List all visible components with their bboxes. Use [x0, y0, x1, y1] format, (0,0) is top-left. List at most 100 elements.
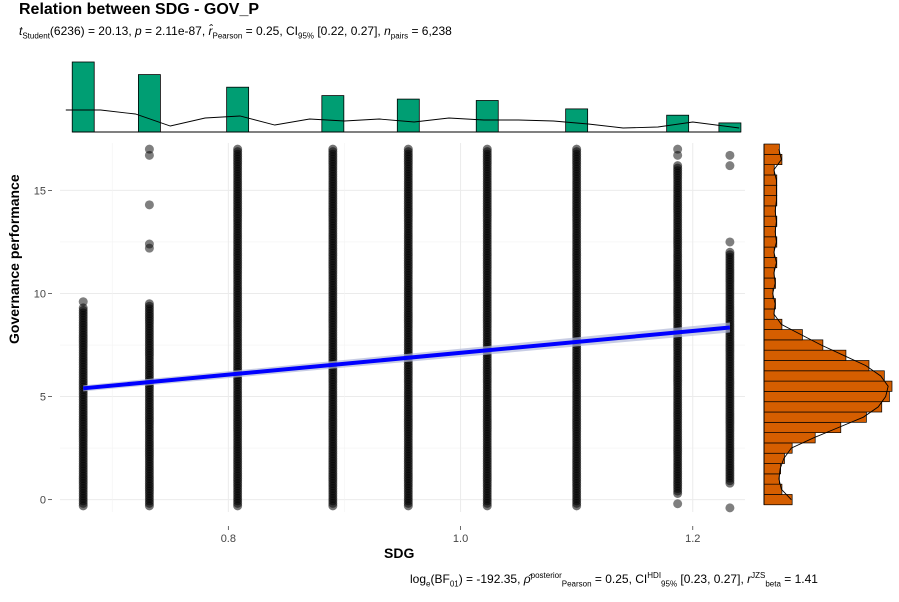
subtitle-r-val: = 0.25, CI: [242, 24, 298, 38]
side-histogram-bar: [763, 452, 785, 464]
caption-ci-val: [0.23, 0.27],: [677, 572, 748, 586]
grid: [60, 143, 745, 512]
top-histogram-bar: [71, 61, 95, 133]
scatter-points: [78, 144, 735, 513]
side-histogram-bar: [763, 298, 776, 310]
side-histogram-bar: [763, 391, 890, 403]
y-tick-label: 5: [40, 392, 46, 404]
caption-bf-sub: 01: [449, 579, 459, 589]
caption-ci-sub: 95%: [661, 579, 678, 589]
side-histogram-bar: [763, 308, 775, 320]
top-histogram-bar: [137, 74, 161, 133]
scatter-point: [144, 150, 154, 160]
caption-log-sub: e: [426, 579, 431, 589]
caption-log: log: [410, 572, 427, 586]
scatter-point: [144, 239, 154, 249]
scatter-point: [144, 200, 154, 210]
scatter-point: [403, 144, 413, 154]
side-histogram-bar: [763, 401, 883, 413]
caption-bf: (BF: [430, 572, 450, 586]
subtitle-p-val: = 2.11e-87,: [141, 24, 209, 38]
scatter-point: [233, 144, 243, 154]
scatter-point: [482, 144, 492, 154]
side-histogram-bar: [763, 473, 780, 485]
regression-line: [83, 322, 731, 392]
scatter-point: [144, 299, 154, 309]
scatter-point: [725, 237, 735, 247]
scatter-point: [673, 150, 683, 160]
subtitle-n: n: [384, 24, 391, 38]
side-histogram-bar: [763, 257, 778, 269]
side-histogram-bar: [763, 215, 778, 227]
subtitle-n-sub: pairs: [390, 31, 409, 41]
subtitle-t-text: (6236) = 20.13,: [49, 24, 135, 38]
scatter-point: [725, 247, 735, 257]
subtitle-ci-val: [0.22, 0.27],: [314, 24, 385, 38]
subtitle-r-sub: Pearson: [212, 31, 243, 41]
side-histogram-bar: [763, 463, 781, 475]
scatter-point: [673, 144, 683, 154]
side-histogram-bar: [763, 360, 870, 372]
side-histogram-bar: [763, 246, 775, 258]
side-histogram-bar: [763, 164, 775, 176]
side-histogram-bar: [763, 287, 774, 299]
side-histogram-bar: [763, 174, 778, 186]
top-histogram-bar: [226, 86, 250, 133]
x-axis-label: SDG: [384, 545, 415, 561]
subtitle-t-sub: Student: [22, 31, 50, 41]
chart-caption: loge(BF01) = -192.35, ρ̂posteriorPearson…: [410, 571, 818, 589]
marginal-x-histogram: [65, 61, 742, 133]
top-histogram-bar: [396, 98, 420, 133]
side-histogram-bar: [763, 184, 778, 196]
side-histogram-bar: [763, 483, 783, 495]
side-histogram-bar: [763, 329, 803, 341]
caption-rb-sup: JZS: [751, 571, 766, 580]
scatter-point: [725, 503, 735, 513]
scatter-point: [78, 303, 88, 313]
chart-subtitle: tStudent(6236) = 20.13, p = 2.11e-87, r̂…: [19, 24, 452, 41]
y-axis-label: Governance performance: [6, 174, 22, 344]
regression-line: [83, 325, 731, 391]
axis-ticks: 0 5 10 15 0.8 1.0 1.2: [34, 185, 701, 545]
x-tick-label: 0.8: [221, 533, 236, 545]
side-histogram-bar: [763, 236, 778, 248]
side-histogram-bar: [763, 349, 847, 361]
subtitle-n-val: = 6,238: [408, 24, 452, 38]
scatter-point: [78, 297, 88, 307]
side-histogram-bar: [763, 205, 776, 217]
scatter-point: [725, 150, 735, 160]
caption-rho-val: = 0.25, CI: [591, 572, 648, 586]
side-histogram-bar: [763, 380, 893, 392]
top-histogram-bar: [321, 95, 345, 133]
side-density-curve: [772, 149, 889, 500]
side-histogram-bar: [763, 432, 816, 444]
chart-title: Relation between SDG - GOV_P: [19, 1, 260, 18]
scatter-point: [725, 161, 735, 171]
caption-rho-sub: Pearson: [561, 579, 592, 589]
side-histogram-bar: [763, 442, 793, 454]
side-histogram-bar: [763, 267, 775, 279]
y-tick-label: 10: [34, 288, 46, 300]
side-histogram-bar: [763, 277, 776, 289]
subtitle-ci-sub: 95%: [298, 31, 315, 41]
caption-bf-val: ) = -192.35,: [458, 572, 524, 586]
top-density-curve: [65, 109, 740, 129]
scatter-point: [144, 144, 154, 154]
subtitle-p: p: [134, 24, 142, 38]
caption-rb-sub: beta: [765, 579, 781, 589]
caption-rb-val: = 1.41: [780, 572, 818, 586]
y-tick-label: 0: [40, 495, 46, 507]
side-histogram-bar: [763, 195, 778, 207]
scatter-point: [328, 144, 338, 154]
side-histogram-bar: [763, 143, 780, 155]
marginal-y-histogram: [763, 143, 893, 506]
y-tick-label: 15: [34, 185, 46, 197]
x-tick-label: 1.2: [685, 533, 700, 545]
caption-rho-sup: posterior: [530, 571, 562, 580]
top-histogram-bar: [666, 114, 690, 133]
scatter-point: [673, 161, 683, 171]
scatter-point: [673, 499, 683, 509]
caption-ci-sup: HDI: [647, 571, 662, 580]
side-histogram-bar: [763, 370, 885, 382]
x-tick-label: 1.0: [453, 533, 468, 545]
